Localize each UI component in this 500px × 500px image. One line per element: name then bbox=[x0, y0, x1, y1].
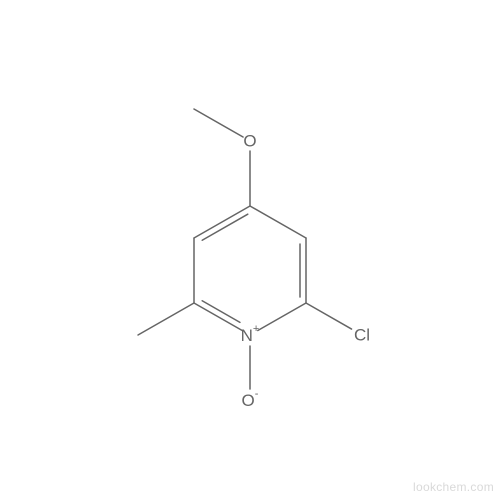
molecule-svg bbox=[0, 0, 500, 500]
molecule-canvas: { "figure": { "type": "chemical-structur… bbox=[0, 0, 500, 500]
atom-label-cl: Cl bbox=[354, 327, 370, 344]
atom-label-n: N+ bbox=[241, 326, 260, 344]
atom-label-oether: O bbox=[243, 133, 256, 150]
watermark: lookchem.com bbox=[413, 480, 494, 494]
atom-label-ominus: O- bbox=[242, 391, 259, 409]
